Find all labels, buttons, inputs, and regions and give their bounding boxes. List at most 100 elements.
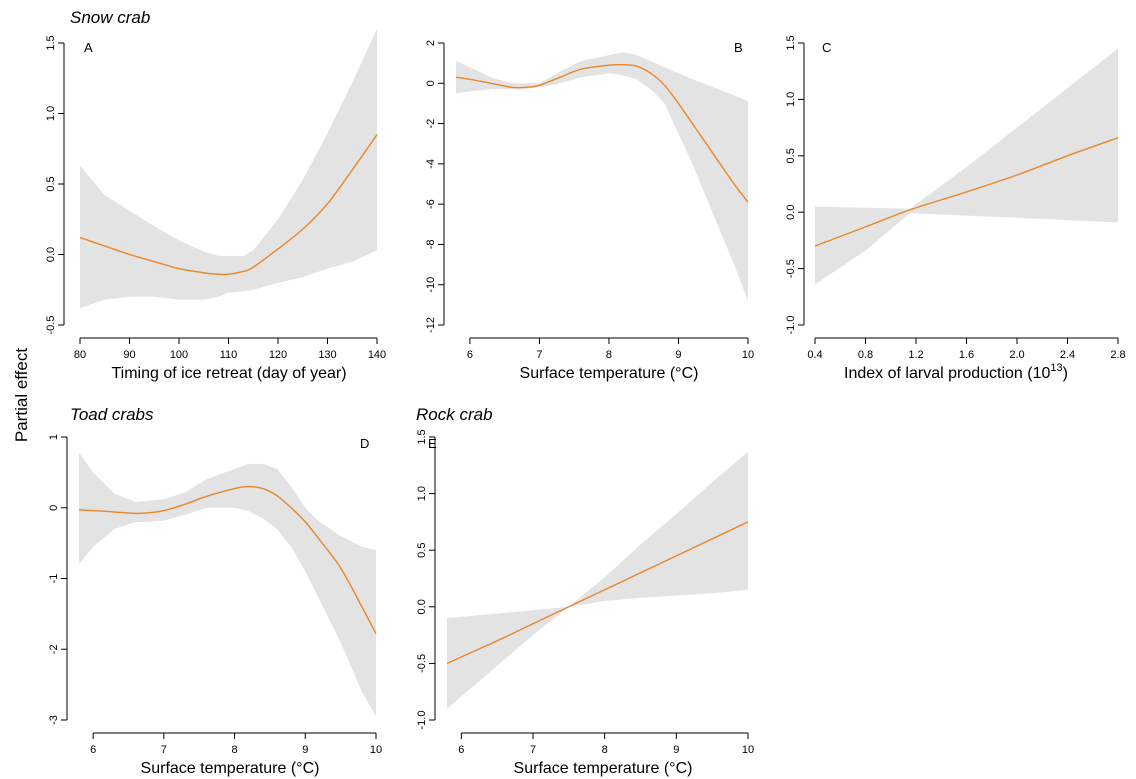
x-tick-label: 0.4 — [807, 349, 822, 361]
x-axis: 6 7 8 9 10 — [467, 337, 754, 361]
y-tick-label: 0 — [425, 80, 437, 86]
y-tick-label: 0.0 — [45, 247, 57, 262]
x-tick-label: 0.8 — [858, 349, 873, 361]
x-tick-label: 6 — [90, 744, 96, 756]
y-axis: -3 -2 -1 0 1 — [48, 434, 68, 725]
confidence-band — [80, 28, 377, 309]
x-tick-label: 10 — [370, 744, 382, 756]
x-tick-label: 9 — [673, 744, 679, 756]
x-tick-label: 120 — [269, 349, 287, 361]
y-tick-label: 1.5 — [416, 429, 428, 444]
y-tick-label: 0.5 — [416, 543, 428, 558]
y-tick-label: 1 — [48, 434, 60, 440]
panel-letter: C — [822, 40, 831, 55]
x-axis-title: Timing of ice retreat (day of year) — [111, 365, 346, 382]
y-tick-label: 0.5 — [45, 176, 57, 191]
species-title: Rock crab — [416, 405, 493, 424]
x-tick-label: 1.6 — [959, 349, 974, 361]
panel-c: C Index of larval production (1013) 0.4 0… — [785, 35, 1126, 382]
confidence-band — [815, 48, 1118, 285]
y-tick-label: -1.0 — [416, 711, 428, 730]
x-tick-label: 7 — [161, 744, 167, 756]
y-tick-label: -3 — [48, 715, 60, 725]
fitted-line — [455, 63, 749, 203]
y-tick-label: -1 — [48, 574, 60, 584]
x-axis-title: Surface temperature (°C) — [514, 760, 693, 777]
x-axis-title: Surface temperature (°C) — [141, 760, 320, 777]
x-tick-label: 10 — [742, 349, 754, 361]
y-tick-label: 1.0 — [416, 486, 428, 501]
fitted-line — [814, 137, 1119, 247]
x-tick-label: 6 — [467, 349, 473, 361]
y-tick-label: 0.5 — [785, 148, 797, 163]
x-axis: 6 7 8 9 10 — [458, 732, 754, 756]
x-tick-label: 90 — [123, 349, 135, 361]
panel-e-rock-crab: Rock crab E Surface temperature (°C) 6 7 8… — [416, 405, 754, 777]
x-tick-label: 110 — [220, 349, 238, 361]
x-tick-label: 8 — [602, 744, 608, 756]
confidence-band — [456, 52, 748, 301]
x-tick-label: 7 — [536, 349, 542, 361]
x-tick-label: 2.4 — [1060, 349, 1075, 361]
y-tick-label: -0.5 — [785, 259, 797, 278]
x-tick-label: 8 — [606, 349, 612, 361]
x-axis-title-end: ) — [1063, 365, 1068, 382]
y-tick-label: 1.5 — [785, 35, 797, 50]
species-title: Snow crab — [70, 8, 150, 27]
x-axis-title-sup: 13 — [1050, 362, 1062, 374]
fitted-line — [79, 134, 378, 276]
fitted-line — [446, 521, 749, 665]
x-tick-label: 130 — [318, 349, 336, 361]
fitted-line — [78, 485, 377, 635]
x-tick-label: 100 — [170, 349, 188, 361]
y-tick-label: -2 — [48, 644, 60, 654]
y-tick-label: 0.0 — [416, 599, 428, 614]
x-axis: 0.4 0.8 1.2 1.6 2.0 2.4 2.8 — [807, 337, 1126, 361]
x-tick-label: 10 — [742, 744, 754, 756]
y-tick-label: 0.0 — [785, 205, 797, 220]
panel-letter: B — [734, 40, 743, 55]
y-axis: -1.0 -0.5 0.0 0.5 1.0 1.5 — [785, 35, 805, 335]
y-tick-label: 1.5 — [45, 35, 57, 50]
x-axis-title-main: Index of larval production (10 — [844, 365, 1050, 382]
x-tick-label: 1.2 — [908, 349, 923, 361]
y-tick-label: -6 — [425, 199, 437, 209]
panel-a-snow-crab: Snow crab A Timing of ice retreat (day o… — [45, 8, 386, 382]
x-tick-label: 9 — [675, 349, 681, 361]
x-tick-label: 6 — [458, 744, 464, 756]
y-tick-label: -12 — [425, 317, 437, 333]
panel-letter: E — [428, 436, 437, 451]
confidence-band — [79, 452, 376, 717]
y-tick-label: -0.5 — [416, 654, 428, 673]
x-tick-label: 2.0 — [1009, 349, 1024, 361]
panel-letter: D — [360, 436, 369, 451]
confidence-band — [447, 451, 748, 709]
y-tick-label: 1.0 — [45, 106, 57, 121]
y-tick-label: 1.0 — [785, 92, 797, 107]
panel-b: B Surface temperature (°C) 6 7 8 9 10 -12 -10 -… — [425, 40, 754, 382]
panel-letter: A — [84, 40, 93, 55]
x-axis: 6 7 8 9 10 — [90, 732, 382, 756]
x-axis-title: Surface temperature (°C) — [520, 365, 699, 382]
x-axis-title: Index of larval production (1013) — [844, 362, 1068, 382]
x-tick-label: 80 — [74, 349, 86, 361]
panel-d-toad-crabs: Toad crabs D Surface temperature (°C) 6 7… — [48, 405, 382, 777]
y-axis: -0.5 0.0 0.5 1.0 1.5 — [45, 35, 65, 335]
x-tick-label: 9 — [302, 744, 308, 756]
y-tick-label: -0.5 — [45, 316, 57, 335]
species-title: Toad crabs — [70, 405, 154, 424]
y-axis: -1.0 -0.5 0.0 0.5 1.0 1.5 — [416, 429, 436, 730]
y-tick-label: -2 — [425, 119, 437, 129]
y-tick-label: -1.0 — [785, 316, 797, 335]
x-tick-label: 140 — [368, 349, 386, 361]
y-tick-label: 0 — [48, 505, 60, 511]
x-tick-label: 2.8 — [1110, 349, 1125, 361]
y-tick-label: -8 — [425, 240, 437, 250]
x-tick-label: 7 — [530, 744, 536, 756]
y-tick-label: -10 — [425, 277, 437, 293]
x-tick-label: 8 — [232, 744, 238, 756]
figure-ylabel: Partial effect — [12, 348, 31, 442]
y-tick-label: 2 — [425, 40, 437, 46]
y-tick-label: -4 — [425, 159, 437, 169]
